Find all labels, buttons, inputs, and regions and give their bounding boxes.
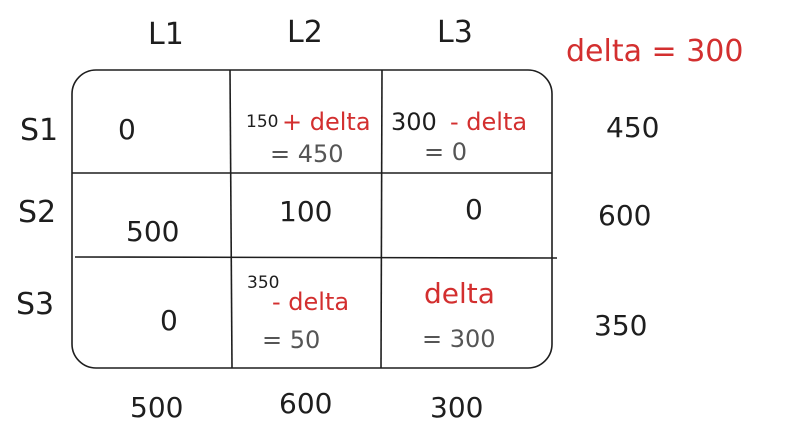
cell-s1-l2-delta: + delta bbox=[282, 108, 371, 136]
column-header-l1: L1 bbox=[148, 17, 184, 52]
column-header-l3: L3 bbox=[437, 15, 473, 50]
demand-l2: 600 bbox=[279, 387, 333, 420]
cell-s1-l1: 0 bbox=[118, 113, 136, 146]
column-divider-1 bbox=[229, 69, 233, 369]
cell-s3-l3-result: = 300 bbox=[422, 325, 496, 353]
row-header-s2: S2 bbox=[18, 195, 57, 230]
row-header-s3: S3 bbox=[16, 287, 55, 322]
delta-note: delta = 300 bbox=[566, 34, 744, 69]
supply-s1: 450 bbox=[606, 111, 660, 144]
cell-s2-l2: 100 bbox=[279, 195, 333, 228]
cell-s2-l1: 500 bbox=[126, 215, 180, 248]
cell-s3-l1: 0 bbox=[160, 304, 178, 337]
cell-s1-l3-delta: - delta bbox=[450, 108, 528, 136]
cell-s1-l2-base: 150 bbox=[246, 112, 279, 132]
column-header-l2: L2 bbox=[287, 15, 323, 50]
cell-s3-l2-base: 350 bbox=[247, 273, 280, 293]
table-border bbox=[71, 69, 553, 369]
cell-s2-l3: 0 bbox=[465, 193, 483, 226]
column-divider-2 bbox=[380, 69, 383, 369]
cell-s1-l3-result: = 0 bbox=[424, 138, 468, 166]
cell-s3-l2-delta: - delta bbox=[272, 288, 350, 316]
cell-s3-l3-delta: delta bbox=[424, 277, 495, 310]
supply-s2: 600 bbox=[598, 199, 652, 232]
row-divider-2 bbox=[74, 256, 558, 259]
supply-s3: 350 bbox=[594, 309, 648, 342]
cell-s1-l3-base: 300 bbox=[391, 108, 437, 136]
demand-l3: 300 bbox=[430, 391, 484, 424]
cell-s3-l2-result: = 50 bbox=[262, 326, 321, 354]
demand-l1: 500 bbox=[130, 391, 184, 424]
row-header-s1: S1 bbox=[20, 113, 59, 148]
cell-s1-l2-result: = 450 bbox=[270, 140, 344, 168]
